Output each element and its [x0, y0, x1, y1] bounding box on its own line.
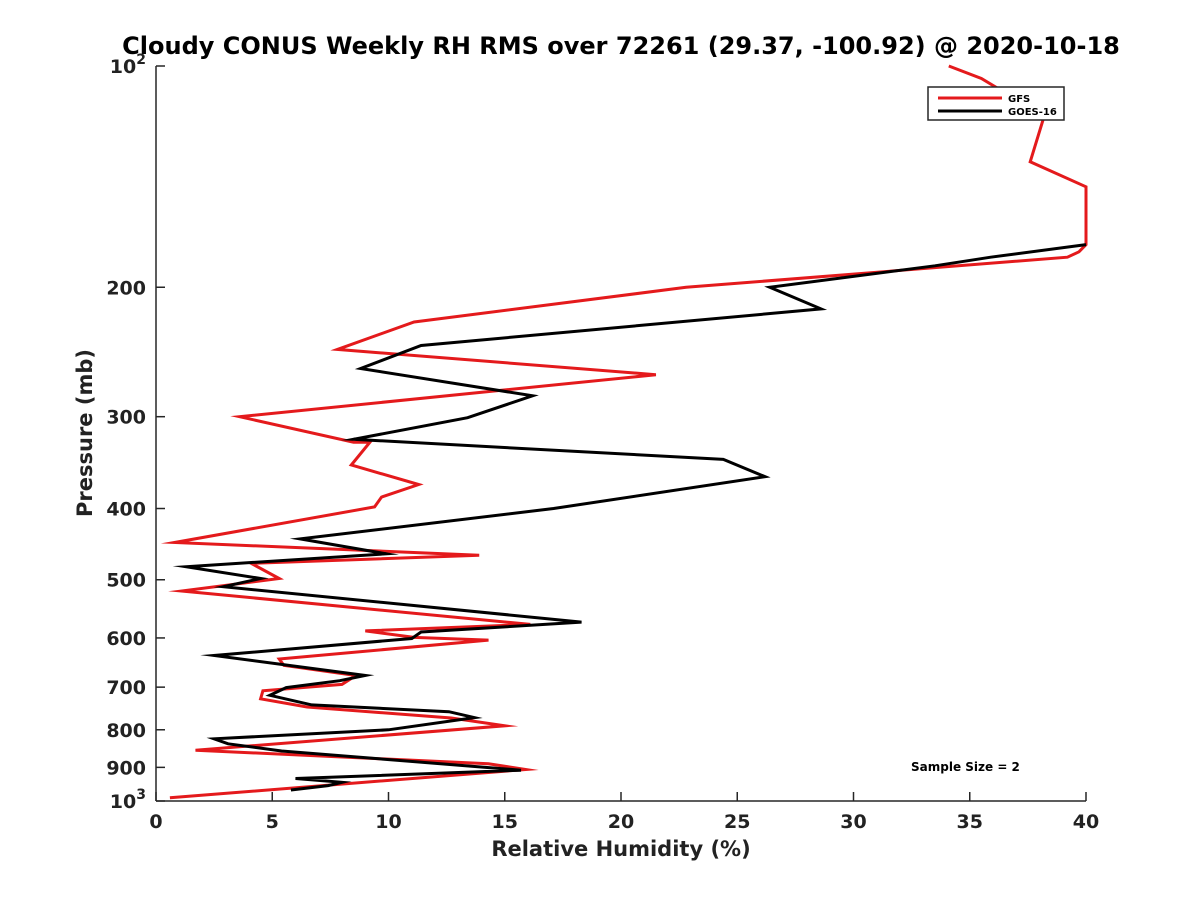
x-tick-label: 40: [1073, 811, 1099, 833]
y-tick-label: 103: [110, 787, 146, 813]
y-tick-base: 400: [106, 499, 146, 521]
x-axis-label: Relative Humidity (%): [491, 837, 750, 861]
x-axis-ticks: 0 5 10 15 20 25 30 35 40: [149, 792, 1099, 833]
y-tick-base: 600: [106, 628, 146, 650]
y-tick-base: 800: [106, 720, 146, 742]
x-tick-label: 0: [149, 811, 162, 833]
chart-title: Cloudy CONUS Weekly RH RMS over 72261 (2…: [122, 32, 1120, 60]
y-tick-base: 10: [110, 791, 136, 813]
legend-label: GFS: [1008, 94, 1030, 105]
y-tick-label: 900: [106, 757, 146, 779]
y-tick-base: 700: [106, 677, 146, 699]
series-line-goes-16: [172, 243, 1087, 792]
y-tick-label: 500: [106, 570, 146, 592]
y-tick-base: 200: [106, 277, 146, 299]
x-tick-label: 25: [724, 811, 750, 833]
y-tick-label: 400: [106, 499, 146, 521]
y-tick-base: 900: [106, 757, 146, 779]
y-tick-label: 300: [106, 407, 146, 429]
y-tick-base: 500: [106, 570, 146, 592]
y-tick-label: 102: [110, 52, 146, 78]
legend: GFS GOES-16: [927, 86, 1065, 121]
x-tick-label: 20: [608, 811, 634, 833]
legend-box: [927, 86, 1065, 121]
x-tick-label: 10: [375, 811, 401, 833]
y-tick-exponent: 2: [136, 52, 146, 68]
x-tick-label: 5: [266, 811, 279, 833]
y-tick-label: 700: [106, 677, 146, 699]
y-tick-label: 800: [106, 720, 146, 742]
series-line-gfs: [160, 64, 1088, 800]
y-tick-base: 10: [110, 56, 136, 78]
y-tick-exponent: 3: [136, 787, 146, 803]
y-tick-label: 600: [106, 628, 146, 650]
y-tick-base: 300: [106, 407, 146, 429]
legend-label: GOES-16: [1008, 107, 1057, 118]
x-tick-label: 30: [840, 811, 866, 833]
x-tick-label: 35: [957, 811, 983, 833]
y-tick-label: 200: [106, 277, 146, 299]
x-tick-label: 15: [492, 811, 518, 833]
y-axis-label: Pressure (mb): [73, 349, 97, 517]
series-lines: [160, 64, 1088, 800]
plot-frame: [155, 66, 1086, 802]
sample-size-annotation: Sample Size = 2: [911, 760, 1020, 774]
